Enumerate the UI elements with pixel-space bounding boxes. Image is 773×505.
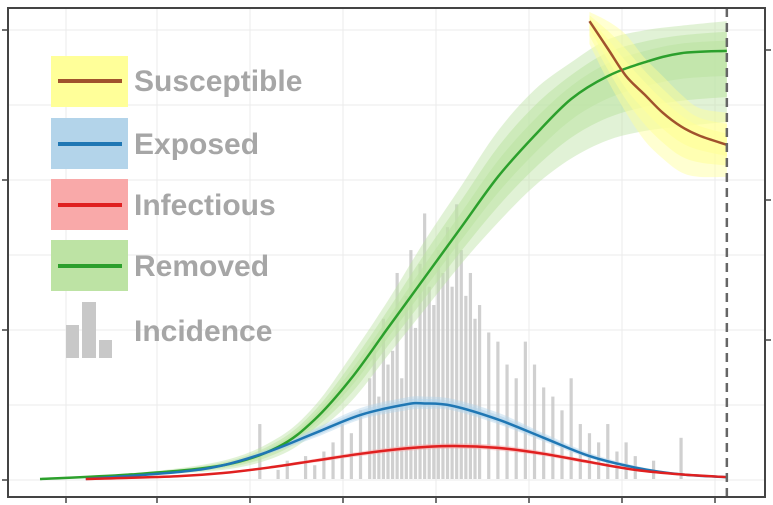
incidence-bar	[624, 442, 628, 479]
legend-incidence-label: Incidence	[134, 315, 272, 348]
legend-item-exposed: Exposed	[51, 118, 259, 169]
incidence-bar	[569, 378, 573, 479]
incidence-bar	[523, 341, 527, 479]
removed-band-1	[40, 31, 727, 480]
incidence-bar	[395, 272, 399, 479]
legend-item-susceptible: Susceptible	[51, 56, 302, 107]
incidence-bar	[455, 204, 459, 479]
incidence-bar	[303, 456, 308, 479]
legend-item-infectious: Infectious	[51, 179, 276, 230]
series-lines	[39, 20, 728, 481]
incidence-bar	[377, 396, 381, 479]
legend-incidence-bar-1	[66, 325, 79, 358]
incidence-bar	[404, 295, 408, 479]
incidence-bar	[427, 286, 431, 479]
incidence-bar	[276, 469, 280, 479]
incidence-bar	[445, 227, 450, 479]
axis-ticks	[2, 29, 771, 503]
incidence-bar	[468, 272, 473, 479]
incidence-bar	[542, 387, 546, 479]
infectious-line	[85, 444, 727, 481]
incidence-bar	[597, 442, 601, 479]
incidence-bar	[679, 437, 683, 479]
incidence-bar	[368, 378, 372, 479]
incidence-bar	[487, 332, 491, 479]
incidence-bar	[432, 305, 436, 479]
incidence-bar	[340, 424, 344, 479]
legend: Susceptible Exposed Infectious Removed I…	[51, 56, 302, 358]
incidence-bar	[473, 318, 477, 479]
incidence-bar	[390, 350, 395, 479]
incidence-bar	[322, 451, 326, 479]
susceptible-band-2	[589, 17, 727, 156]
incidence-bar	[615, 451, 619, 479]
incidence-bar	[606, 424, 610, 479]
incidence-bar	[313, 465, 317, 479]
incidence-bar	[477, 305, 482, 479]
incidence-bar	[358, 410, 363, 479]
incidence-bar	[436, 250, 440, 479]
exposed-line	[85, 401, 727, 481]
legend-susceptible-label: Susceptible	[134, 65, 302, 98]
legend-item-removed: Removed	[51, 240, 269, 291]
susceptible-line	[588, 20, 728, 146]
incidence-bar	[381, 318, 386, 479]
incidence-bar	[459, 250, 463, 479]
legend-exposed-label: Exposed	[134, 128, 259, 161]
incidence-bar	[441, 272, 445, 479]
incidence-bar	[418, 263, 422, 479]
legend-item-incidence: Incidence	[66, 302, 272, 358]
incidence-bar	[409, 250, 413, 479]
incidence-bar	[423, 213, 427, 479]
legend-incidence-bar-2	[82, 302, 96, 358]
plot-frame	[7, 7, 766, 498]
incidence-bar	[496, 341, 500, 479]
legend-incidence-bar-3	[99, 340, 112, 358]
incidence-bar	[450, 286, 454, 479]
incidence-bar	[285, 460, 289, 479]
legend-removed-label: Removed	[134, 250, 269, 283]
legend-infectious-label: Infectious	[134, 189, 276, 222]
incidence-bar	[551, 396, 555, 479]
incidence-bar	[532, 364, 537, 479]
incidence-bar	[400, 378, 404, 479]
incidence-bar	[331, 442, 335, 479]
incidence-bar	[386, 364, 390, 479]
incidence-bar	[464, 295, 468, 479]
